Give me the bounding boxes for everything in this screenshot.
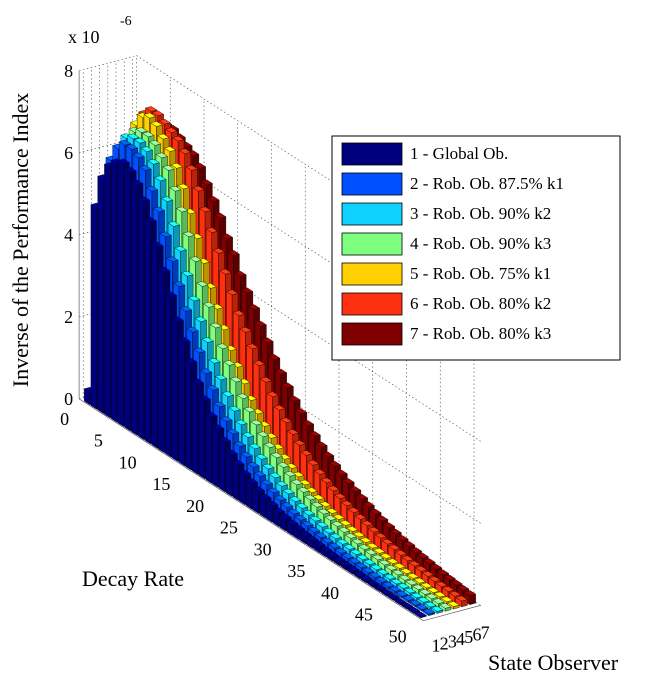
x-tick-label: 10 <box>119 452 137 472</box>
z-exponent-label: x 10 <box>68 27 100 47</box>
y-tick-label: 7 <box>481 622 490 642</box>
grid-line <box>423 605 481 622</box>
x-tick-label: 30 <box>254 539 272 559</box>
z-tick-label: 8 <box>64 61 73 81</box>
bar <box>463 590 477 606</box>
bar <box>414 611 427 619</box>
x-tick-label: 50 <box>389 626 407 646</box>
x-tick-label: 5 <box>94 431 103 451</box>
grid-line <box>78 398 424 622</box>
legend-entry: 6 - Rob. Ob. 80% k2 <box>410 294 551 313</box>
y-tick-label: 2 <box>440 633 449 653</box>
bar <box>439 603 452 612</box>
bar <box>430 606 444 614</box>
y-tick-label: 4 <box>456 629 465 649</box>
legend-entry: 5 - Rob. Ob. 75% k1 <box>410 264 551 283</box>
legend-swatch <box>341 232 403 256</box>
y-tick-label: 3 <box>448 631 457 651</box>
z-exponent-power: -6 <box>120 14 132 29</box>
legend-swatch <box>341 292 403 316</box>
legend-entry: 2 - Rob. Ob. 87.5% k1 <box>410 174 564 193</box>
z-tick-label: 0 <box>64 389 73 409</box>
legend-swatch <box>341 142 403 166</box>
y-axis-label: State Observer <box>488 650 619 675</box>
y-tick-label: 1 <box>431 636 440 656</box>
legend-swatch <box>341 172 403 196</box>
x-tick-label: 40 <box>321 583 339 603</box>
legend-entry: 7 - Rob. Ob. 80% k3 <box>410 324 551 343</box>
y-tick-label: 5 <box>464 627 473 647</box>
z-tick-label: 4 <box>64 225 73 245</box>
legend-entry: 1 - Global Ob. <box>410 144 508 163</box>
x-tick-label: 45 <box>355 605 373 625</box>
x-tick-label: 15 <box>152 474 170 494</box>
bar <box>447 601 460 610</box>
bar <box>387 593 400 601</box>
x-tick-label: 35 <box>287 561 305 581</box>
legend: 1 - Global Ob. 2 - Rob. Ob. 87.5% k1 3 - R… <box>331 135 621 361</box>
bars <box>83 106 477 619</box>
z-tick-label: 6 <box>64 143 73 163</box>
legend-swatch <box>341 202 403 226</box>
z-tick-label: 2 <box>64 307 73 327</box>
x-tick-label: 0 <box>60 409 69 429</box>
legend-entry: 3 - Rob. Ob. 90% k2 <box>410 204 551 223</box>
x-tick-label: 20 <box>186 496 204 516</box>
legend-entry: 4 - Rob. Ob. 90% k3 <box>410 234 551 253</box>
bar <box>417 596 430 606</box>
legend-swatch <box>341 322 403 346</box>
legend-swatch <box>341 262 403 286</box>
x-tick-label: 25 <box>220 518 238 538</box>
z-axis-label: Inverse of the Performance Index <box>8 93 33 387</box>
x-axis-label: Decay Rate <box>82 566 184 591</box>
y-tick-label: 6 <box>472 625 481 645</box>
bar <box>412 584 425 595</box>
bar <box>455 595 468 608</box>
bar <box>422 608 436 617</box>
